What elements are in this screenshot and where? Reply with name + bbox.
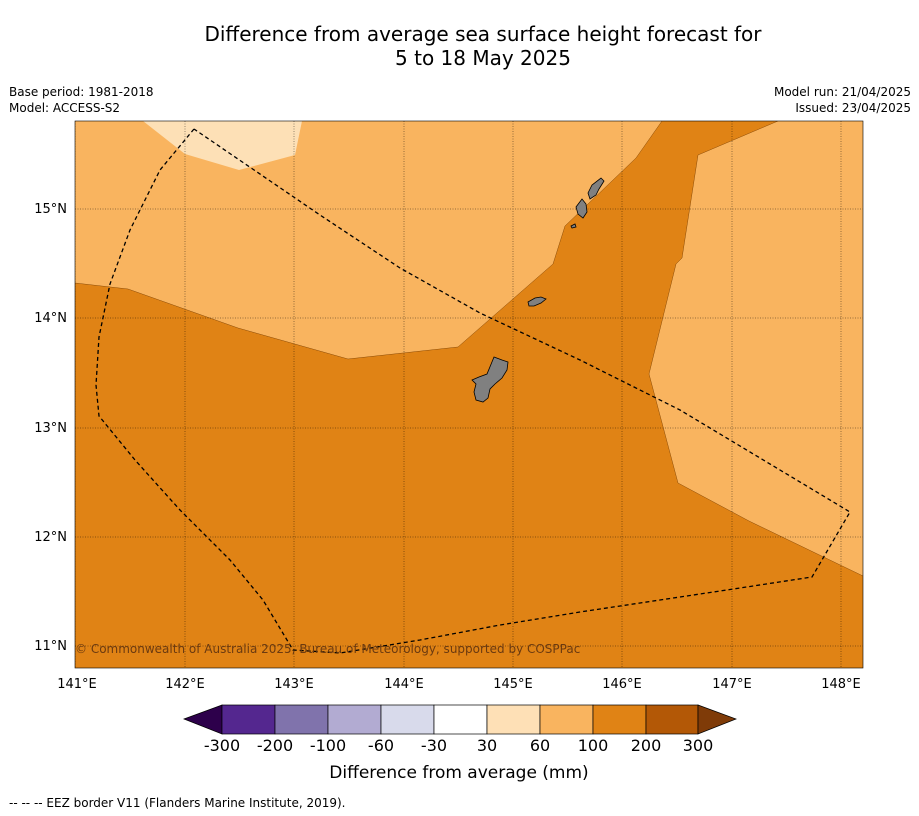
tinian-island [575,198,588,219]
model-name: Model: ACCESS-S2 [9,101,121,115]
colorbar-tick: 200 [631,736,662,755]
lat-label-15n: 15°N [34,202,67,217]
eez-legend-note: -- -- -- EEZ border V11 (Flanders Marine… [9,796,346,810]
base-period: Base period: 1981-2018 [9,85,154,99]
colorbar-tick: 100 [578,736,609,755]
colorbar-title: Difference from average (mm) [329,763,588,783]
colorbar-tick: 300 [683,736,714,755]
colorbar-tick: -200 [257,736,293,755]
guam-island [471,356,509,403]
ssh-band-30-60 [143,121,302,170]
chart-title: Difference from average sea surface heig… [0,22,919,70]
lon-label-141e: 141°E [57,677,97,692]
meta-right: Model run: 21/04/2025 Issued: 23/04/2025 [774,84,911,116]
eez-border [95,128,851,654]
colorbar-segment-2 [274,704,329,735]
lat-label-11n: 11°N [34,639,67,654]
colorbar-segment-6 [486,704,541,735]
colorbar-segment-9 [645,704,699,735]
copyright-notice: © Commonwealth of Australia 2025, Bureau… [75,642,580,656]
lat-label-14n: 14°N [34,311,67,326]
map-frame [74,120,864,669]
colorbar-segment-3 [327,704,382,735]
rota-island [527,296,547,307]
land-masses [471,177,605,403]
colorbar-tick: 30 [477,736,497,755]
lon-label-144e: 144°E [384,677,424,692]
lat-label-12n: 12°N [34,530,67,545]
colorbar-tick: 60 [530,736,550,755]
colorbar-under-arrow [183,704,223,735]
map-area: © Commonwealth of Australia 2025, Bureau… [75,121,863,668]
model-run: Model run: 21/04/2025 [773,85,911,99]
colorbar-segment-1 [221,704,276,735]
colorbar-segment-7 [539,704,594,735]
colorbar-segment-8 [592,704,647,735]
contour-lines [75,121,863,577]
meta-left: Base period: 1981-2018 Model: ACCESS-S2 [9,84,154,116]
colorbar-tick: -30 [421,736,447,755]
lon-label-142e: 142°E [165,677,205,692]
colorbar-tick: -60 [368,736,394,755]
issued-date: Issued: 23/04/2025 [795,101,911,115]
lat-label-13n: 13°N [34,421,67,436]
colorbar-segment-5 [433,704,488,735]
colorbar [183,704,737,735]
lon-label-143e: 143°E [274,677,314,692]
colorbar-tick: -300 [204,736,240,755]
aguijan-islet [570,223,577,229]
colorbar-tick: -100 [310,736,346,755]
longitude-labels: 141°E 142°E 143°E 144°E 145°E 146°E 147°… [57,677,861,692]
ssh-band-100-200-main [75,121,863,668]
title-line-2: 5 to 18 May 2025 [395,46,571,70]
ssh-band-60-100-east [649,121,863,576]
lon-label-145e: 145°E [493,677,533,692]
saipan-island [587,177,605,200]
title-line-1: Difference from average sea surface heig… [204,22,762,46]
graticule [75,121,863,668]
latitude-labels: 15°N 14°N 13°N 12°N 11°N [34,202,67,654]
lon-label-148e: 148°E [821,677,861,692]
lon-label-146e: 146°E [602,677,642,692]
colorbar-segment-4 [380,704,435,735]
colorbar-ticks: -300 -200 -100 -60 -30 30 60 100 200 300 [204,736,713,755]
colorbar-over-arrow [697,704,737,735]
lon-label-147e: 147°E [712,677,752,692]
